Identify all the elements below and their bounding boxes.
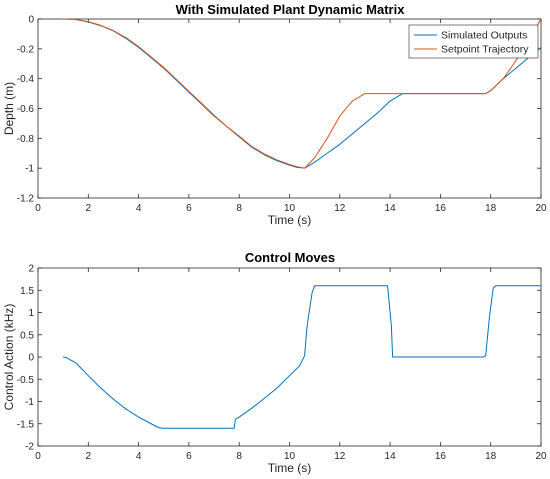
y-axis-label: Depth (m) — [2, 82, 16, 135]
y-tick-label: -2 — [25, 442, 34, 453]
series-lines — [63, 18, 542, 169]
y-tick-label: 0.5 — [20, 330, 34, 341]
x-tick-label: 16 — [435, 451, 447, 462]
y-tick-label: -1 — [25, 397, 34, 408]
x-tick-label: 16 — [435, 203, 447, 214]
legend-label-simulated-outputs: Simulated Outputs — [441, 30, 527, 42]
y-tick-label: 1 — [28, 308, 34, 319]
x-axis-label: Time (s) — [268, 461, 312, 475]
series-line-control-action — [63, 285, 541, 429]
y-tick-label: -0.8 — [17, 134, 35, 145]
y-tick-label: -0.4 — [17, 74, 35, 85]
x-tick-label: 2 — [86, 203, 92, 214]
x-tick-label: 18 — [485, 451, 497, 462]
y-tick-label: -0.2 — [17, 44, 35, 55]
x-tick-label: 14 — [385, 451, 397, 462]
y-tick-label: 1.5 — [20, 286, 34, 297]
y-tick-label: -0.6 — [17, 104, 35, 115]
control-moves-chart: Control Moves 0 2 4 6 8 10 12 14 16 18 2021.510.50… — [2, 250, 547, 475]
legend-label-setpoint-trajectory: Setpoint Trajectory — [441, 44, 529, 56]
y-tick-label: 0 — [28, 15, 34, 26]
x-tick-label: 4 — [136, 451, 142, 462]
legend-box — [408, 24, 539, 59]
y-tick-label: -0.5 — [17, 375, 35, 386]
y-tick-label: 2 — [28, 264, 34, 275]
x-tick-label: 14 — [385, 203, 397, 214]
x-tick-label: 0 — [35, 451, 41, 462]
legend: Simulated Outputs Setpoint Trajectory — [408, 24, 539, 59]
x-tick-label: 20 — [535, 451, 547, 462]
y-axis-label: Control Action (kHz) — [2, 304, 16, 411]
x-tick-label: 12 — [334, 451, 346, 462]
y-tick-label: -1 — [25, 164, 34, 175]
x-tick-label: 0 — [35, 203, 41, 214]
x-tick-label: 12 — [334, 203, 346, 214]
axis-ticks: 0 2 4 6 8 10 12 14 16 18 20 2 1.5 1 0.5 0 -0.5 -1 -1.5 -2 — [17, 264, 547, 463]
x-tick-label: 8 — [236, 451, 242, 462]
y-tick-label: -1.2 — [17, 194, 35, 205]
y-tick-label: -1.5 — [17, 419, 35, 430]
series-lines — [63, 285, 541, 429]
x-axis-label: Time (s) — [268, 213, 312, 227]
series-line-setpoint-trajectory — [63, 18, 542, 169]
x-tick-label: 20 — [535, 203, 547, 214]
depth-chart: With Simulated Plant Dynamic Matrix 0 2 4 6… — [2, 2, 547, 227]
x-tick-label: 2 — [86, 451, 92, 462]
axis-ticks: 0 2 4 6 8 10 12 14 16 18 20 0 -0.2 -0.4 -0.6 -0.8 -1 -1.2 — [17, 15, 547, 215]
chart-title: Control Moves — [245, 250, 335, 265]
x-tick-label: 4 — [136, 203, 142, 214]
x-tick-label: 10 — [284, 451, 296, 462]
x-tick-label: 8 — [236, 203, 242, 214]
x-tick-label: 6 — [186, 203, 192, 214]
x-tick-label: 6 — [186, 451, 192, 462]
x-tick-label: 10 — [284, 203, 296, 214]
y-tick-label: 0 — [28, 353, 34, 364]
chart-title: With Simulated Plant Dynamic Matrix — [176, 2, 406, 17]
x-tick-label: 18 — [485, 203, 497, 214]
